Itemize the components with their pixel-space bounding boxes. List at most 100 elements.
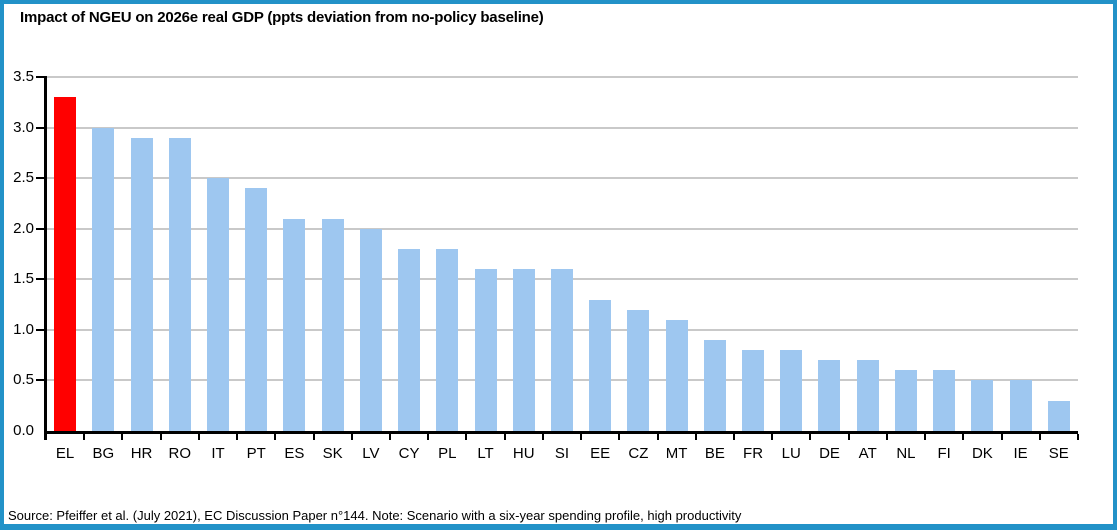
x-axis-tick [541,434,544,440]
x-axis-tick [159,434,162,440]
x-tick-label-IT: IT [211,445,225,462]
x-axis-tick [1038,434,1041,440]
y-axis-tick [36,379,44,382]
x-axis-tick [1077,434,1079,440]
bar-cell-AT [849,77,887,431]
x-axis-tick [236,434,239,440]
x-axis-labels: EL BG HR RO IT PT ES SK LV CY PL LT HU SI EE CZ MT BE FR LU… [46,445,1078,462]
x-axis-line [44,431,1078,434]
bar-HU [512,269,535,431]
bar-CY [398,248,421,431]
bar-cell-FI [925,77,963,431]
x-axis-tick [312,434,315,440]
y-axis-line [44,76,47,440]
x-tick-label-NL: NL [896,445,916,462]
bar-cell-RO [161,77,199,431]
x-tick-label-MT: MT [665,445,688,462]
bar-FI [933,370,956,431]
bar-cell-HU [505,77,543,431]
y-tick-label-0.0: 0.0 [13,422,34,439]
x-tick-label-BG: BG [92,445,115,462]
gridline [46,126,1078,129]
y-tick-label-1.0: 1.0 [13,320,34,338]
x-tick-label-SK: SK [322,445,343,462]
x-axis-tick [45,434,47,440]
bar-LV [359,228,382,431]
bar-IT [206,178,229,431]
bar-MT [665,319,688,431]
x-tick-label-ES: ES [284,445,305,462]
bar-cell-SE [1040,77,1078,431]
bar-BG [92,127,115,431]
bar-cell-LU [772,77,810,431]
x-axis-ticks [45,434,1079,441]
x-axis-tick [924,434,927,440]
bar-cell-PL [428,77,466,431]
x-axis-tick [580,434,583,440]
y-tick-label-3.0: 3.0 [13,118,34,136]
x-tick-label-CZ: CZ [628,445,649,462]
bar-IE [1009,380,1032,431]
y-axis-tick [36,328,44,331]
x-tick-label-SI: SI [554,445,570,462]
bar-EL [54,97,77,431]
source-note: Source: Pfeiffer et al. (July 2021), EC … [8,508,742,523]
y-tick-label-2.0: 2.0 [13,219,34,237]
bar-cell-EE [581,77,619,431]
x-axis-tick [121,434,124,440]
x-axis-tick [350,434,353,440]
x-tick-label-HU: HU [512,445,535,462]
x-axis-tick [274,434,277,440]
bar-AT [856,360,879,431]
x-axis-tick [962,434,965,440]
x-tick-label-CY: CY [398,445,420,462]
x-tick-label-LU: LU [781,445,801,462]
bar-cell-DE [810,77,848,431]
y-axis-tick [36,227,44,230]
y-axis-tick [36,126,44,129]
bar-cell-HR [122,77,160,431]
bar-cell-SK [314,77,352,431]
bar-cell-BE [696,77,734,431]
x-axis-tick [656,434,659,440]
bar-LU [780,350,803,431]
x-tick-label-PL: PL [438,445,457,462]
x-axis-tick [465,434,468,440]
bar-cell-BG [84,77,122,431]
bar-SE [1047,400,1070,431]
bar-cell-IE [1001,77,1039,431]
x-tick-label-SE: SE [1048,445,1069,462]
x-tick-label-BE: BE [704,445,725,462]
gridline [46,227,1078,230]
bar-cell-IT [199,77,237,431]
bar-cell-NL [887,77,925,431]
x-tick-label-EE: EE [590,445,611,462]
bar-PL [436,248,459,431]
x-tick-label-AT: AT [858,445,877,462]
x-axis-tick [885,434,888,440]
y-tick-label-3.5: 3.5 [13,68,34,85]
bar-FR [742,350,765,431]
y-tick-label-0.5: 0.5 [13,371,34,389]
x-axis-tick [83,434,86,440]
bar-HR [130,137,153,431]
plot-area: 0.0 0.5 1.0 1.5 2.0 2.5 3.0 3.5 EL BG HR RO IT PT ES S… [13,68,1079,462]
bar-cell-FR [734,77,772,431]
bar-NL [894,370,917,431]
y-axis-tick [36,177,44,180]
bar-BE [703,339,726,431]
bar-ES [283,218,306,431]
x-axis-tick [771,434,774,440]
bar-SI [550,269,573,431]
x-axis-tick [618,434,621,440]
x-axis-tick [389,434,391,440]
x-tick-label-LT: LT [477,445,494,462]
bar-cell-MT [658,77,696,431]
x-tick-label-DE: DE [819,445,840,462]
x-axis-tick [503,434,506,440]
x-axis-tick [733,434,735,440]
bar-RO [168,137,191,431]
bar-cell-CZ [619,77,657,431]
x-tick-label-DK: DK [971,445,993,462]
y-axis-tick [36,278,44,281]
